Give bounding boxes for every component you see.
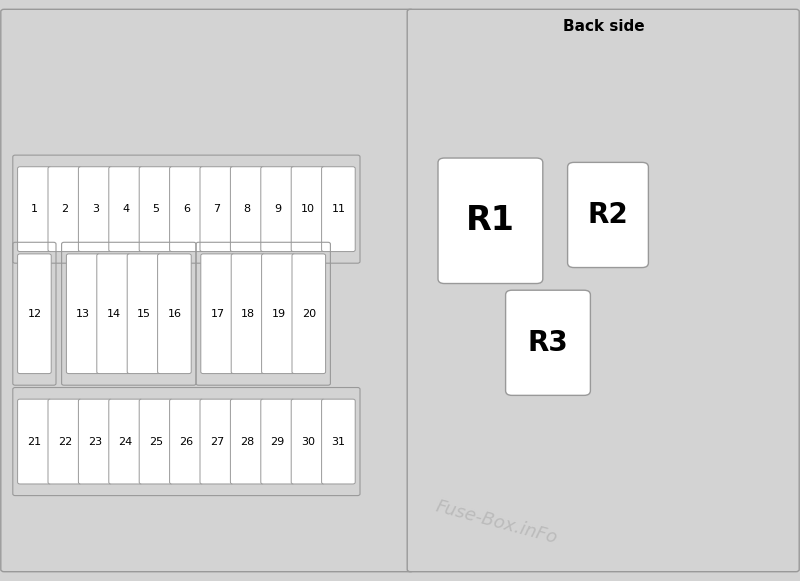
FancyBboxPatch shape <box>568 163 648 267</box>
Text: 10: 10 <box>301 204 315 214</box>
FancyBboxPatch shape <box>139 399 173 484</box>
Text: 18: 18 <box>241 309 255 319</box>
Text: 21: 21 <box>27 436 42 447</box>
Text: 1: 1 <box>31 204 38 214</box>
FancyBboxPatch shape <box>170 167 203 252</box>
FancyBboxPatch shape <box>170 399 203 484</box>
Text: 19: 19 <box>271 309 286 319</box>
Text: 25: 25 <box>149 436 163 447</box>
Text: 26: 26 <box>179 436 194 447</box>
FancyBboxPatch shape <box>78 167 112 252</box>
FancyBboxPatch shape <box>18 399 51 484</box>
FancyBboxPatch shape <box>48 167 82 252</box>
FancyBboxPatch shape <box>97 254 130 374</box>
FancyBboxPatch shape <box>109 399 142 484</box>
FancyBboxPatch shape <box>1 9 414 572</box>
Text: 12: 12 <box>27 309 42 319</box>
Text: 22: 22 <box>58 436 72 447</box>
Text: 2: 2 <box>62 204 68 214</box>
FancyBboxPatch shape <box>291 167 325 252</box>
Text: 24: 24 <box>118 436 133 447</box>
FancyBboxPatch shape <box>66 254 100 374</box>
FancyBboxPatch shape <box>18 254 51 374</box>
FancyBboxPatch shape <box>158 254 191 374</box>
Text: 31: 31 <box>331 436 346 447</box>
FancyBboxPatch shape <box>291 399 325 484</box>
FancyBboxPatch shape <box>231 254 265 374</box>
FancyBboxPatch shape <box>139 167 173 252</box>
FancyBboxPatch shape <box>18 167 51 252</box>
Text: 16: 16 <box>167 309 182 319</box>
FancyBboxPatch shape <box>322 167 355 252</box>
FancyBboxPatch shape <box>438 158 542 284</box>
Text: R1: R1 <box>466 205 515 237</box>
FancyBboxPatch shape <box>109 167 142 252</box>
Text: R2: R2 <box>588 201 628 229</box>
FancyBboxPatch shape <box>230 399 264 484</box>
Text: 4: 4 <box>122 204 129 214</box>
FancyBboxPatch shape <box>48 399 82 484</box>
FancyBboxPatch shape <box>127 254 161 374</box>
Text: 29: 29 <box>270 436 285 447</box>
FancyBboxPatch shape <box>292 254 326 374</box>
FancyBboxPatch shape <box>506 290 590 396</box>
Text: 5: 5 <box>153 204 159 214</box>
Text: Fuse-Box.inFo: Fuse-Box.inFo <box>433 498 559 548</box>
FancyBboxPatch shape <box>200 167 234 252</box>
FancyBboxPatch shape <box>261 399 294 484</box>
FancyBboxPatch shape <box>230 167 264 252</box>
Text: 9: 9 <box>274 204 281 214</box>
Text: 20: 20 <box>302 309 316 319</box>
FancyBboxPatch shape <box>261 167 294 252</box>
Text: 30: 30 <box>301 436 315 447</box>
Text: 7: 7 <box>214 204 220 214</box>
FancyBboxPatch shape <box>262 254 295 374</box>
Text: 11: 11 <box>331 204 346 214</box>
FancyBboxPatch shape <box>322 399 355 484</box>
FancyBboxPatch shape <box>78 399 112 484</box>
Text: 17: 17 <box>210 309 225 319</box>
Text: 8: 8 <box>244 204 250 214</box>
Text: 6: 6 <box>183 204 190 214</box>
Text: Back side: Back side <box>563 19 645 34</box>
Text: 14: 14 <box>106 309 121 319</box>
Text: R3: R3 <box>528 329 568 357</box>
FancyBboxPatch shape <box>201 254 234 374</box>
FancyBboxPatch shape <box>407 9 799 572</box>
FancyBboxPatch shape <box>200 399 234 484</box>
Text: 23: 23 <box>88 436 102 447</box>
Text: 13: 13 <box>76 309 90 319</box>
Text: 3: 3 <box>92 204 98 214</box>
Text: 28: 28 <box>240 436 254 447</box>
Text: 27: 27 <box>210 436 224 447</box>
Text: 15: 15 <box>137 309 151 319</box>
